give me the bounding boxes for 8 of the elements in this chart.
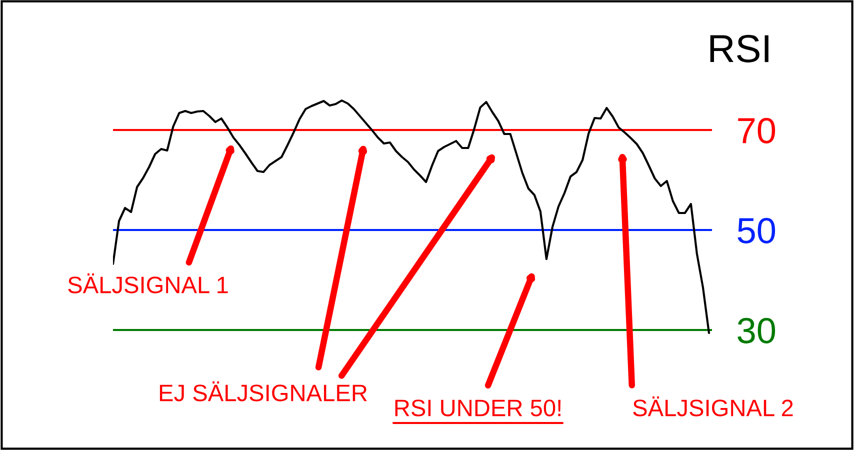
annotation: RSI UNDER 50!: [395, 400, 560, 416]
y-tick-label: 50: [738, 218, 776, 244]
text: RSI: [710, 34, 768, 62]
annotation: SÄLJSIGNAL 1: [68, 273, 228, 294]
annotation: EJ SÄLJSIGNALER: [160, 381, 367, 402]
y-tick-label: 70: [738, 118, 776, 144]
annotation: SÄLJSIGNAL 2: [633, 396, 793, 416]
y-tick-label: 30: [738, 318, 776, 344]
